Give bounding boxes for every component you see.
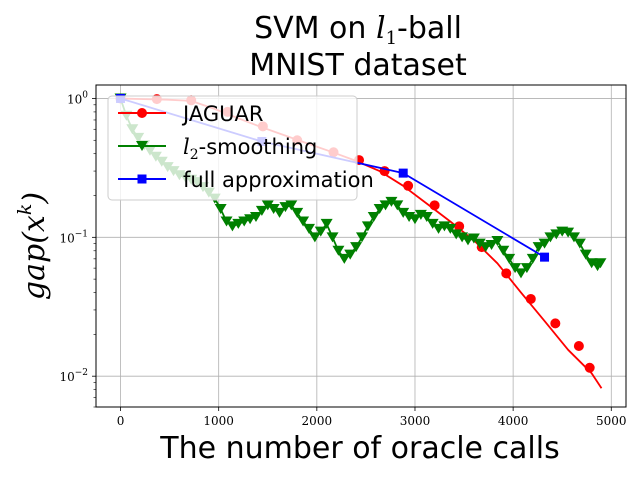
x-tick-label: 1000 (203, 414, 234, 428)
series-l2-smoothing-point (538, 238, 551, 249)
series-l2-smoothing-point (503, 253, 516, 264)
y-axis: 100 10−1 10−2 (59, 90, 96, 408)
series-l2-smoothing-point (585, 258, 598, 269)
y-tick-label: 10−2 (59, 368, 88, 384)
legend-item-full-approximation: full approximation (118, 168, 374, 192)
series-l2-smoothing-point (255, 205, 268, 216)
legend-label-jaguar: JAGUAR (181, 102, 263, 126)
x-tick-label: 3000 (400, 414, 431, 428)
series-l2-smoothing-point (291, 207, 304, 218)
series-l2-smoothing-point (562, 227, 575, 238)
chart-title-line1: SVM on l1-ball (254, 11, 462, 49)
series-l2-smoothing-point (367, 212, 380, 223)
series-l2-smoothing-point (473, 238, 486, 249)
series-l2-smoothing-point (214, 203, 227, 214)
series-jaguar-point (429, 200, 440, 211)
series-l2-smoothing-point (567, 232, 580, 243)
series-l2-smoothing-point (532, 242, 545, 253)
series-l2-smoothing-point (320, 218, 333, 229)
series-l2-smoothing-point (579, 249, 592, 260)
series-l2-smoothing-point (297, 216, 310, 227)
series-l2-smoothing-point (385, 196, 398, 207)
series-l2-smoothing-point (314, 226, 327, 237)
series-l2-smoothing-point (573, 238, 586, 249)
series-l2-smoothing-point (491, 236, 504, 247)
series-l2-smoothing-point (456, 232, 469, 243)
series-l2-smoothing-point (373, 203, 386, 214)
series-l2-smoothing-point (497, 245, 510, 256)
series-l2-smoothing-point (594, 258, 607, 269)
series-jaguar-point (403, 180, 414, 191)
x-tick-label: 5000 (596, 414, 627, 428)
series-l2-smoothing-point (426, 218, 439, 229)
series-l2-smoothing-point (379, 200, 392, 211)
series-l2-smoothing-point (408, 214, 421, 225)
legend-item-l2-smoothing: l2-smoothing (118, 135, 317, 163)
series-l2-smoothing-point (444, 223, 457, 234)
legend-marker-l2-smoothing (136, 141, 148, 151)
series-l2-smoothing-point (361, 221, 374, 232)
series-l2-smoothing-point (267, 203, 280, 214)
series-jaguar-point (454, 221, 465, 232)
x-axis-label: The number of oracle calls (159, 431, 559, 466)
series-jaguar-point (525, 293, 536, 304)
series-l2-smoothing-point (485, 240, 498, 251)
series-jaguar-point (501, 268, 512, 279)
series-l2-smoothing-point (450, 229, 463, 240)
chart-title-line2: MNIST dataset (249, 48, 467, 83)
series-l2-smoothing-point (249, 212, 262, 223)
series-l2-smoothing-point (338, 253, 351, 264)
y-tick-label: 100 (67, 90, 88, 106)
series-l2-smoothing-point (544, 232, 557, 243)
series-l2-smoothing-point (397, 207, 410, 218)
series-jaguar-point (573, 340, 584, 351)
series-l2-smoothing-point (520, 263, 533, 274)
series-l2-smoothing-point (420, 212, 433, 223)
legend-marker-full-approximation (137, 174, 147, 184)
legend: JAGUAR l2-smoothing full approximation (107, 95, 374, 201)
legend-label-full-approximation: full approximation (183, 168, 374, 192)
series-l2-smoothing-point (509, 263, 522, 274)
series-l2-smoothing-point (344, 249, 357, 260)
legend-box (107, 95, 358, 201)
series-l2-smoothing-point (350, 242, 363, 253)
series-l2-smoothing-point (355, 232, 368, 243)
legend-marker-jaguar (137, 108, 147, 118)
series-jaguar-point (550, 318, 561, 329)
y-tick-label: 10−1 (59, 229, 88, 245)
series-full-approximation-point (398, 168, 408, 178)
series-l2-smoothing-point (326, 232, 339, 243)
series-l2-smoothing-point (438, 221, 451, 232)
series-l2-smoothing-point (308, 232, 321, 243)
series-l2-smoothing-point (273, 207, 286, 218)
series-l2-smoothing-point (526, 253, 539, 264)
series-l2-smoothing-point (467, 233, 480, 244)
series-l2-smoothing-point (332, 245, 345, 256)
series-l2-smoothing-point (261, 200, 274, 211)
series-jaguar-point (584, 362, 595, 373)
plot-frame (95, 84, 627, 408)
x-tick-label: 4000 (498, 414, 529, 428)
x-tick-label: 2000 (302, 414, 333, 428)
series-l2-smoothing-point (514, 268, 527, 279)
series-l2-smoothing-point (285, 200, 298, 211)
series-l2-smoothing-point (550, 229, 563, 240)
x-tick-label: 0 (117, 414, 125, 428)
series-full-approximation-point (540, 252, 550, 262)
legend-label-l2-smoothing: l2-smoothing (183, 135, 317, 163)
series-l2-smoothing-point (391, 200, 404, 211)
x-axis: 0 1000 2000 3000 4000 5000 (117, 407, 627, 428)
y-axis-label: gap(xk) (14, 192, 52, 300)
series-l2-smoothing-point (302, 223, 315, 234)
legend-item-jaguar: JAGUAR (118, 102, 263, 126)
